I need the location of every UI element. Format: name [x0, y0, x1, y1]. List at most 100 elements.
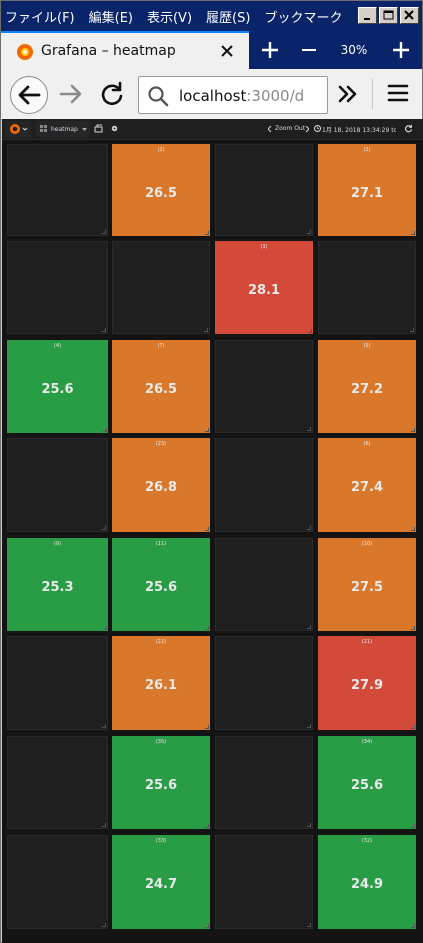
panel-title: (23) — [155, 441, 167, 447]
singlestat-panel[interactable]: (11) 25.6 — [112, 538, 210, 631]
singlestat-panel[interactable]: (3) 28.1 — [215, 241, 313, 334]
singlestat-panel[interactable]: (10) 27.5 — [318, 538, 416, 631]
refresh-icon[interactable] — [404, 124, 413, 133]
new-tab-button[interactable] — [253, 31, 287, 69]
time-range-picker[interactable]: 1月 18, 2018 13:34:29 to 1月... — [322, 127, 396, 134]
empty-panel[interactable] — [7, 835, 108, 929]
close-icon — [404, 10, 414, 20]
panel-title: (1) — [157, 147, 165, 153]
empty-panel[interactable] — [215, 736, 313, 829]
panel-value: 25.6 — [144, 778, 178, 793]
menu-bookmarks[interactable]: ブックマーク — [264, 10, 343, 26]
arrow-left-icon — [18, 85, 41, 105]
zoom-out-label[interactable]: Zoom Out — [275, 125, 306, 132]
singlestat-panel[interactable]: (21) 27.9 — [318, 636, 416, 730]
panel-value: 25.6 — [350, 778, 384, 793]
close-window-button[interactable] — [400, 7, 419, 24]
dashboard-title: heatmap — [51, 126, 78, 133]
maximize-button[interactable] — [379, 7, 398, 24]
minimize-button[interactable] — [358, 7, 377, 24]
singlestat-panel[interactable]: (1) 26.5 — [112, 144, 210, 236]
empty-panel[interactable] — [7, 241, 108, 334]
menu-history[interactable]: 履歴(S) — [206, 10, 251, 26]
panel-title: (3) — [260, 244, 268, 250]
panel-title: (5) — [363, 343, 371, 349]
tab-title: Grafana – heatmap — [41, 43, 176, 59]
panel-title: (35) — [155, 739, 167, 745]
dashboard-navbar: heatmap Zoom Out 1月 18, 2018 13:34:29 to… — [2, 119, 423, 140]
grafana-logo-icon — [17, 44, 33, 60]
panel-value: 28.1 — [247, 283, 281, 298]
empty-panel[interactable] — [215, 144, 313, 236]
singlestat-panel[interactable]: (4) 25.6 — [7, 340, 108, 433]
tab-grafana[interactable]: Grafana – heatmap — [1, 31, 249, 69]
panel-value: 25.6 — [144, 580, 178, 595]
empty-panel[interactable] — [112, 241, 210, 334]
url-bar[interactable]: localhost:3000/d — [138, 76, 328, 114]
panel-title: (10) — [361, 541, 373, 547]
overflow-chevron-icon[interactable] — [335, 81, 361, 107]
zoom-level-label: 30% — [340, 43, 368, 57]
panel-title: (21) — [361, 639, 373, 645]
empty-panel[interactable] — [7, 736, 108, 829]
share-icon[interactable] — [94, 124, 103, 133]
panel-title: (32) — [361, 838, 373, 844]
panel-title: (6) — [363, 441, 371, 447]
singlestat-panel[interactable]: (5) 27.2 — [318, 340, 416, 433]
panel-title: (34) — [361, 739, 373, 745]
panel-value: 27.1 — [350, 186, 384, 201]
empty-panel[interactable] — [318, 241, 416, 334]
hamburger-menu-icon[interactable] — [386, 81, 410, 105]
empty-panel[interactable] — [215, 835, 313, 929]
empty-panel[interactable] — [215, 538, 313, 631]
singlestat-panel[interactable]: (2) 27.1 — [318, 144, 416, 236]
singlestat-panel[interactable]: (6) 27.4 — [318, 438, 416, 532]
panel-value: 27.2 — [350, 382, 384, 397]
maximize-icon — [383, 10, 394, 20]
grafana-menu-button[interactable] — [5, 121, 31, 137]
panel-title: (7) — [157, 343, 165, 349]
menu-file[interactable]: ファイル(F) — [5, 10, 75, 26]
singlestat-panel[interactable]: (7) 26.5 — [112, 340, 210, 433]
panel-value: 25.6 — [41, 382, 74, 397]
empty-panel[interactable] — [7, 636, 108, 730]
navigation-bar: localhost:3000/d — [1, 69, 422, 120]
singlestat-panel[interactable]: (34) 25.6 — [318, 736, 416, 829]
chevron-right-icon[interactable] — [305, 126, 309, 132]
chevron-left-icon[interactable] — [268, 126, 272, 132]
zoom-in-button[interactable] — [385, 31, 417, 69]
zoom-level[interactable]: 30% — [331, 31, 377, 69]
search-icon — [148, 86, 169, 107]
panel-value: 27.5 — [350, 580, 384, 595]
menu-bar: ファイル(F) 編集(E) 表示(V) 履歴(S) ブックマーク — [1, 1, 422, 31]
dashboard-picker[interactable]: heatmap — [36, 121, 90, 137]
singlestat-panel[interactable]: (35) 25.6 — [112, 736, 210, 829]
singlestat-panel[interactable]: (33) 24.7 — [112, 835, 210, 929]
reload-button[interactable] — [98, 80, 126, 108]
settings-gear-icon[interactable] — [110, 124, 119, 133]
panel-value: 25.3 — [41, 580, 74, 595]
close-tab-icon[interactable] — [219, 43, 235, 59]
empty-panel[interactable] — [7, 438, 108, 532]
empty-panel[interactable] — [215, 340, 313, 433]
singlestat-panel[interactable]: (32) 24.9 — [318, 835, 416, 929]
singlestat-panel[interactable]: (22) 26.1 — [112, 636, 210, 730]
zoom-out-button[interactable] — [293, 31, 325, 69]
plus-icon — [393, 42, 409, 58]
singlestat-panel[interactable]: (9) 25.3 — [7, 538, 108, 631]
panel-value: 26.5 — [144, 382, 178, 397]
menu-view[interactable]: 表示(V) — [146, 10, 193, 26]
back-button[interactable] — [10, 76, 48, 114]
panel-value: 26.1 — [144, 678, 178, 693]
singlestat-panel[interactable]: (23) 26.8 — [112, 438, 210, 532]
empty-panel[interactable] — [7, 144, 108, 236]
url-text: localhost:3000/d — [179, 87, 305, 105]
menu-edit[interactable]: 編集(E) — [88, 10, 133, 26]
plus-icon — [262, 42, 278, 58]
empty-panel[interactable] — [215, 636, 313, 730]
empty-panel[interactable] — [215, 438, 313, 532]
forward-button[interactable] — [57, 80, 85, 108]
panel-value: 24.9 — [350, 877, 384, 892]
clock-icon — [314, 125, 321, 132]
minimize-icon — [364, 18, 370, 20]
